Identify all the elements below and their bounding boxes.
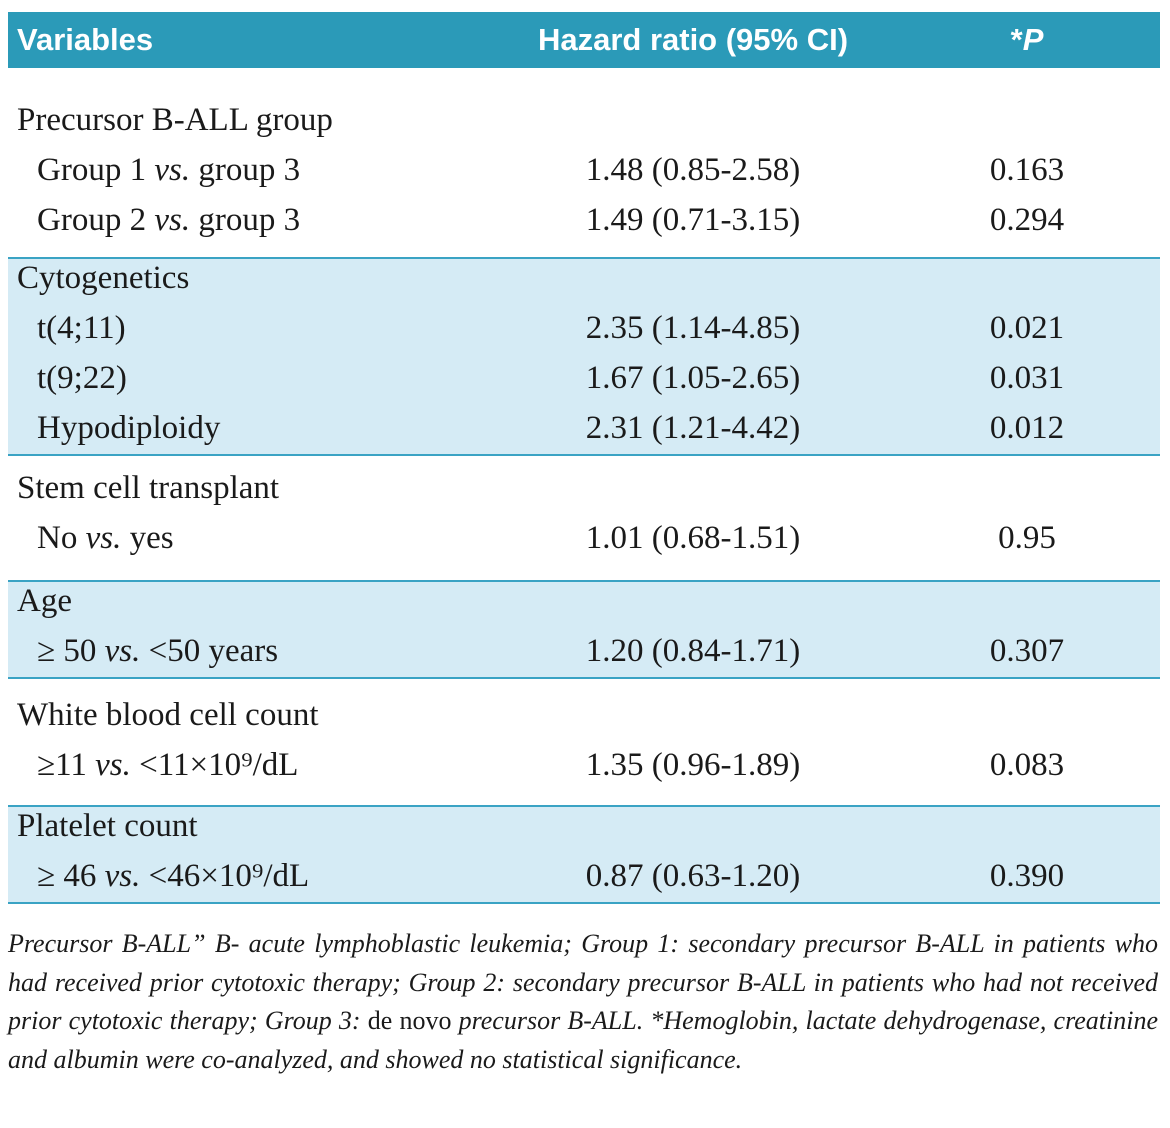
row-label: t(4;11): [37, 308, 126, 348]
hazard-ratio: 1.01 (0.68-1.51): [585, 520, 801, 556]
text-segment: yes: [121, 520, 174, 556]
text-segment: *: [1010, 22, 1023, 57]
text-segment: t(4;11): [37, 310, 126, 346]
p-value: 0.083: [989, 747, 1065, 783]
group-band: [8, 805, 1160, 904]
text-segment: ≥ 50: [37, 633, 105, 669]
group-title: Age: [17, 583, 72, 619]
p-value: 0.95: [998, 520, 1056, 556]
row-label: No vs. yes: [37, 518, 174, 558]
row-label: Group 1 vs. group 3: [37, 150, 300, 190]
row-label: ≥11 vs. <11×10⁹/dL: [37, 745, 298, 785]
hazard-ratio: 2.35 (1.14-4.85): [585, 310, 801, 346]
header-band: [8, 12, 1160, 68]
text-segment: vs.: [95, 747, 131, 783]
hazard-ratio: 1.20 (0.84-1.71): [585, 633, 801, 669]
text-segment: P: [1022, 22, 1044, 57]
row-label: Group 2 vs. group 3: [37, 200, 300, 240]
text-segment: group 3: [190, 152, 301, 188]
text-segment: group 3: [190, 202, 301, 238]
p-value: 0.294: [989, 202, 1065, 238]
text-segment: No: [37, 520, 86, 556]
text-segment: vs.: [154, 202, 191, 238]
group-band: [8, 257, 1160, 456]
group-title: Platelet count: [17, 808, 198, 844]
text-segment: ≥ 46: [37, 858, 105, 894]
group-title: White blood cell count: [17, 697, 319, 733]
hazard-ratio: 1.35 (0.96-1.89): [585, 747, 801, 783]
group-title: Cytogenetics: [17, 260, 190, 296]
group-title: Precursor B-ALL group: [17, 102, 333, 138]
text-segment: vs.: [104, 633, 141, 669]
p-value: 0.021: [989, 310, 1065, 346]
hazard-ratio: 1.48 (0.85-2.58): [585, 152, 801, 188]
p-value: 0.390: [989, 858, 1065, 894]
hazard-ratio: 1.67 (1.05-2.65): [585, 360, 801, 396]
row-label: ≥ 46 vs. <46×10⁹/dL: [37, 856, 309, 896]
text-segment: vs.: [154, 152, 191, 188]
p-value: 0.031: [989, 360, 1065, 396]
text-segment: de novo: [367, 1006, 452, 1035]
text-segment: vs.: [85, 520, 122, 556]
text-segment: ≥11: [37, 747, 96, 783]
hazard-ratio: 0.87 (0.63-1.20): [585, 858, 801, 894]
row-label: ≥ 50 vs. <50 years: [37, 631, 278, 671]
hazard-ratio: 2.31 (1.21-4.42): [585, 410, 801, 446]
text-segment: t(9;22): [37, 360, 127, 396]
p-value: 0.307: [989, 633, 1065, 669]
group-band: [8, 580, 1160, 679]
header-cell: *P: [1011, 20, 1044, 60]
row-label: Hypodiploidy: [37, 408, 220, 448]
text-segment: precursor B-ALL. *Hemoglobin, lactate de…: [8, 1006, 1158, 1074]
text-segment: Precursor B-ALL” B- acute lymphoblastic …: [8, 929, 1158, 1035]
text-segment: <50 years: [140, 633, 279, 669]
text-segment: Group 1: [37, 152, 155, 188]
text-segment: Group 2: [37, 202, 155, 238]
p-value: 0.012: [989, 410, 1065, 446]
row-label: t(9;22): [37, 358, 127, 398]
header-cell: Hazard ratio (95% CI): [538, 20, 848, 60]
text-segment: Variables: [17, 22, 154, 57]
p-value: 0.163: [989, 152, 1065, 188]
hazard-ratio: 1.49 (0.71-3.15): [585, 202, 801, 238]
text-segment: <46×10⁹/dL: [140, 858, 310, 894]
header-cell: Variables: [17, 20, 153, 60]
text-segment: vs.: [104, 858, 141, 894]
text-segment: <11×10⁹/dL: [130, 747, 299, 783]
group-title: Stem cell transplant: [17, 470, 280, 506]
text-segment: Hazard ratio (95% CI): [537, 22, 849, 57]
footnote: Precursor B-ALL” B- acute lymphoblastic …: [8, 925, 1158, 1079]
text-segment: Hypodiploidy: [37, 410, 221, 446]
